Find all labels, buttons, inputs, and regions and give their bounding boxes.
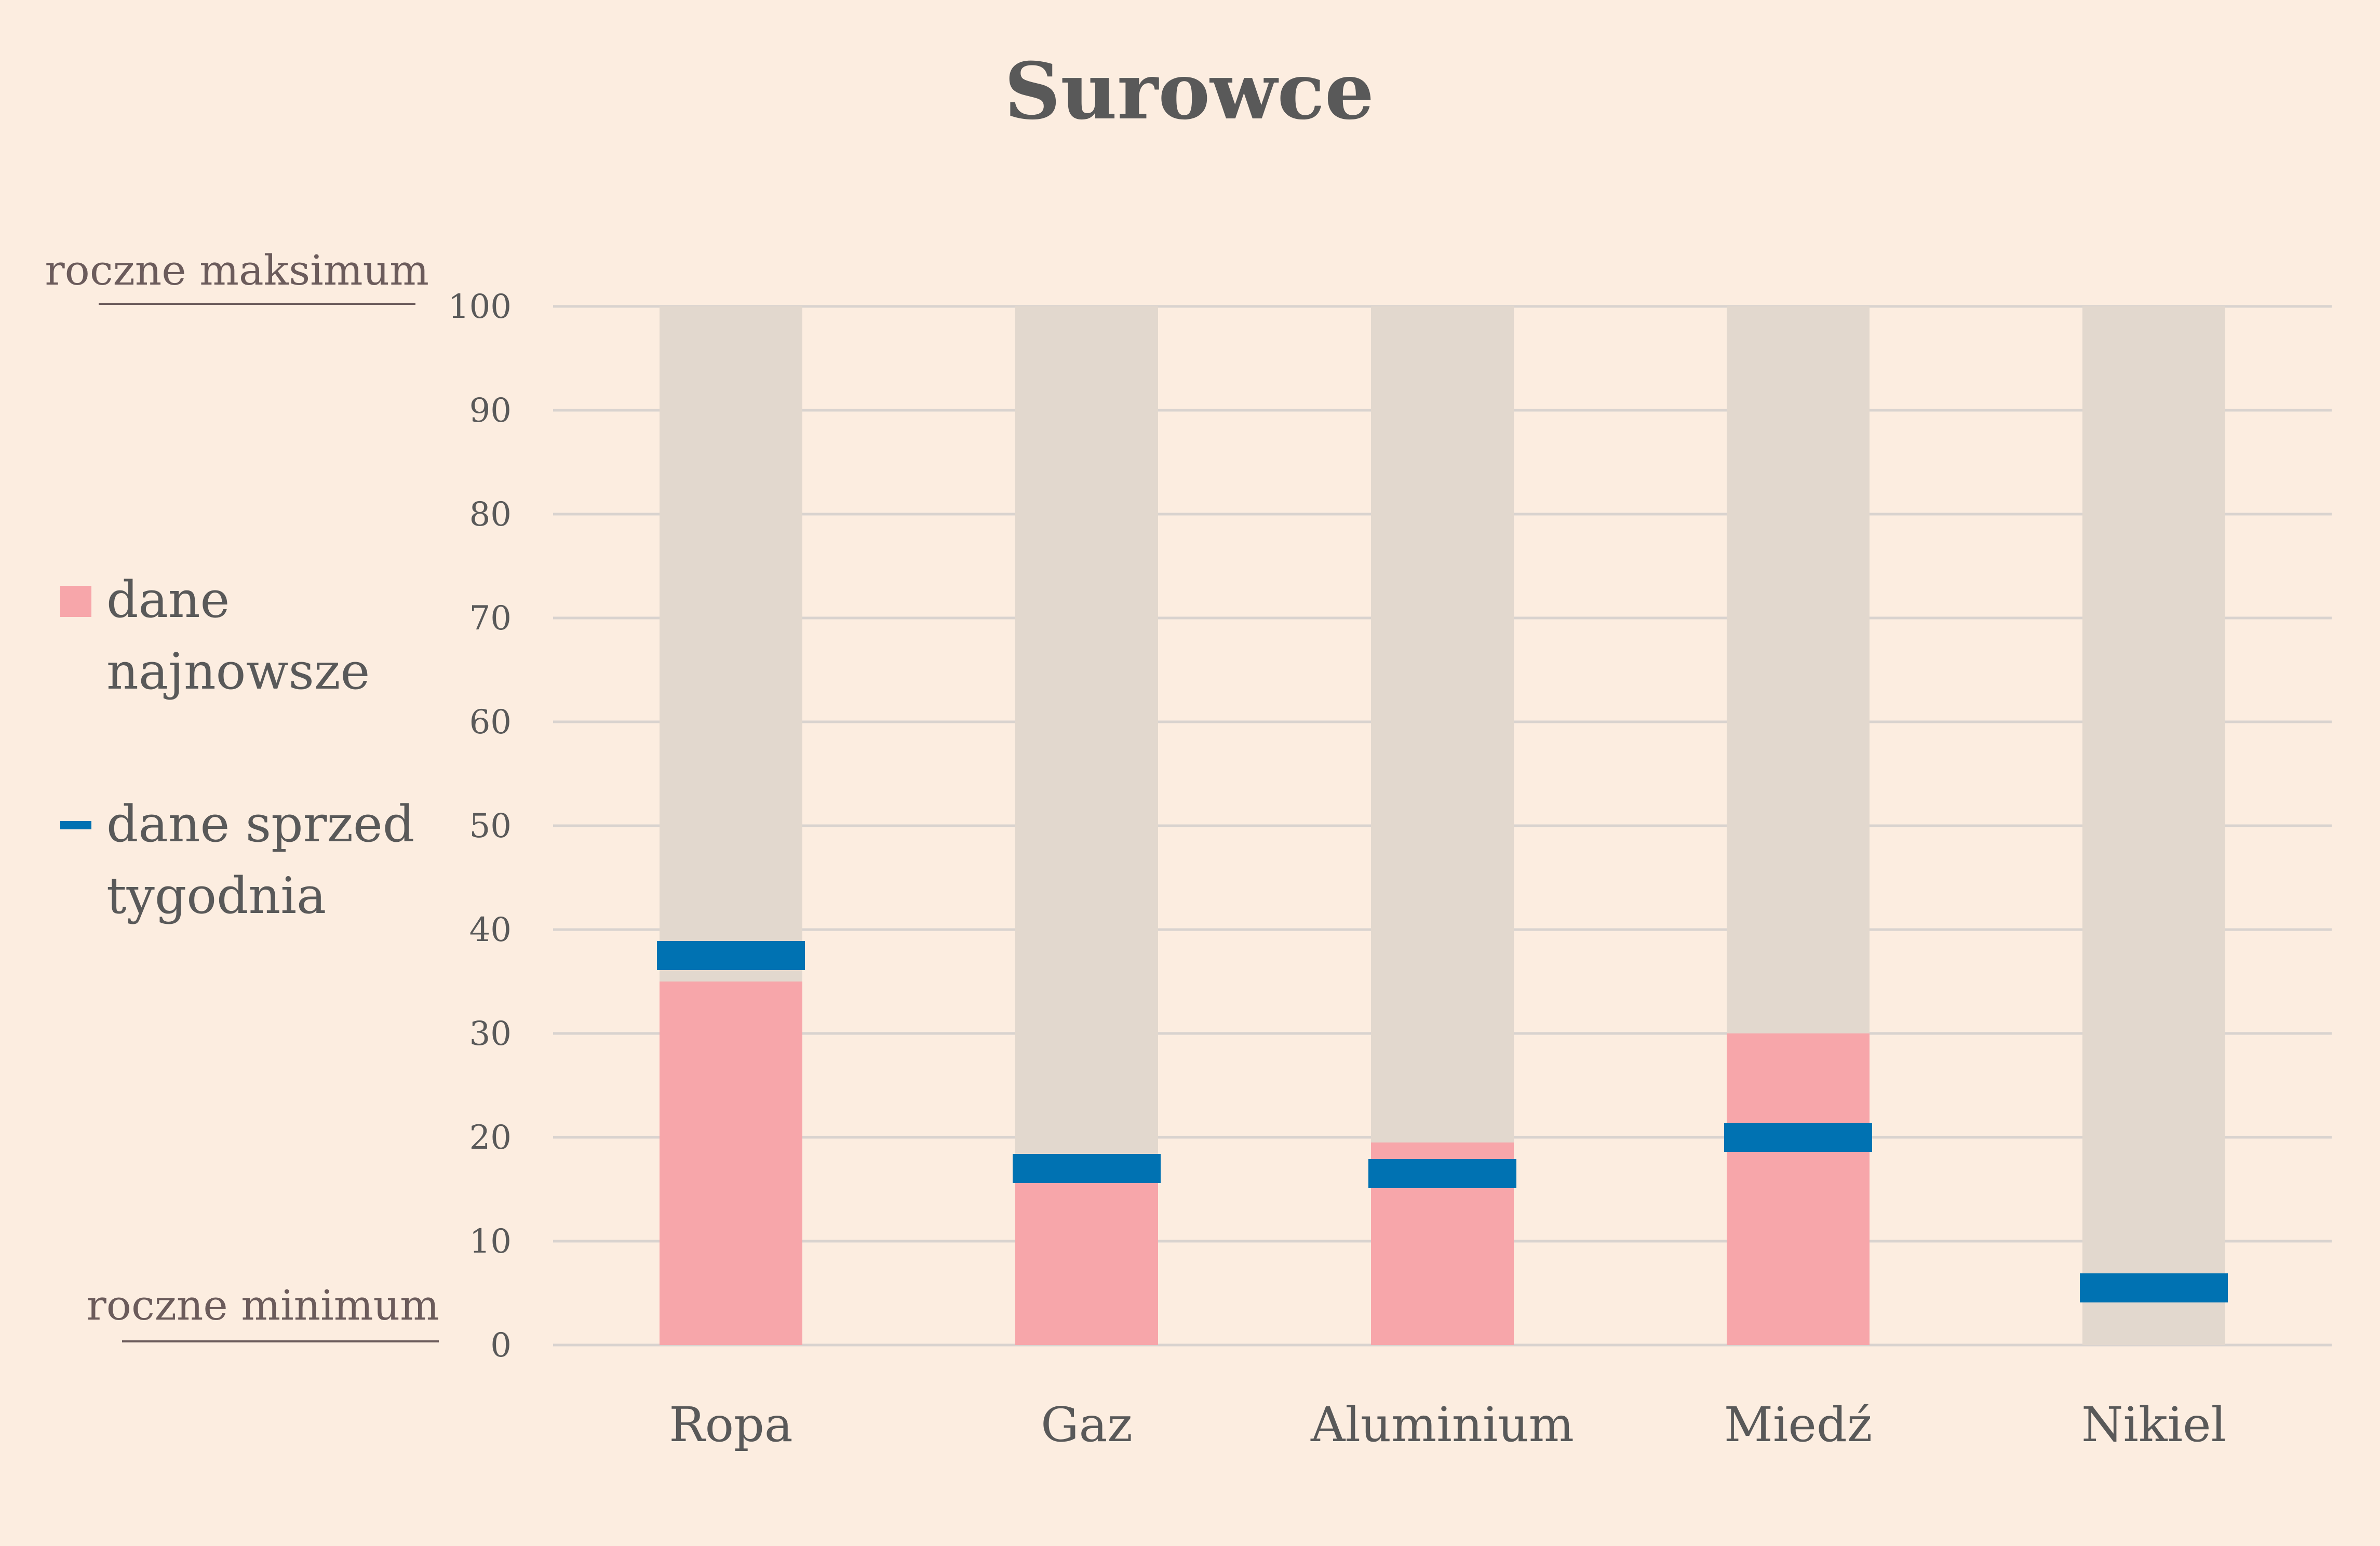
legend-item-latest: dane najnowsze: [60, 571, 370, 701]
y-tick-label-90: 90: [469, 392, 512, 430]
bar-latest-ropa: [660, 982, 802, 1345]
range-min-label: roczne minimum: [87, 1281, 439, 1342]
range-band-nikiel: [2082, 306, 2225, 1345]
range-max-text: roczne maksimum: [45, 246, 429, 294]
marker-week-ago-mied-: [1724, 1123, 1872, 1152]
y-axis-ticks: 0 10 20 30 40 50 60 70 80 90 100: [448, 288, 512, 1365]
legend-swatch-latest: [60, 586, 91, 617]
y-tick-label-40: 40: [469, 911, 512, 949]
category-label-nikiel: Nikiel: [2081, 1397, 2226, 1453]
y-tick-label-60: 60: [469, 703, 512, 742]
markers-week-ago: [657, 941, 2228, 1302]
y-tick-label-70: 70: [469, 599, 512, 638]
legend-label-week-line1: dane sprzed: [106, 795, 414, 853]
legend-label-latest-line1: dane: [106, 571, 230, 629]
category-label-mied-: Miedź: [1724, 1397, 1872, 1453]
y-tick-label-20: 20: [469, 1119, 512, 1157]
bar-latest-mied-: [1727, 1033, 1870, 1345]
legend-label-latest-line2: najnowsze: [106, 642, 370, 701]
chart-title: Surowce: [1004, 46, 1374, 137]
bar-latest-gaz: [1015, 1179, 1158, 1345]
y-tick-label-80: 80: [469, 495, 512, 534]
marker-week-ago-ropa: [657, 941, 805, 970]
category-label-aluminium: Aluminium: [1310, 1397, 1574, 1453]
y-tick-label-10: 10: [469, 1222, 512, 1261]
legend-label-week-line2: tygodnia: [106, 867, 326, 925]
y-tick-label-50: 50: [469, 807, 512, 845]
category-label-gaz: Gaz: [1041, 1397, 1133, 1453]
legend: dane najnowsze dane sprzed tygodnia: [60, 571, 414, 925]
range-min-text: roczne minimum: [87, 1281, 439, 1329]
legend-swatch-week-ago: [60, 821, 91, 829]
y-tick-label-100: 100: [448, 288, 512, 326]
marker-week-ago-nikiel: [2080, 1273, 2228, 1302]
marker-week-ago-gaz: [1013, 1154, 1161, 1183]
category-label-ropa: Ropa: [669, 1397, 792, 1453]
marker-week-ago-aluminium: [1368, 1159, 1516, 1188]
y-tick-label-30: 30: [469, 1015, 512, 1053]
y-tick-label-0: 0: [490, 1326, 512, 1365]
range-max-label: roczne maksimum: [45, 246, 429, 305]
legend-item-week-ago: dane sprzed tygodnia: [60, 795, 414, 925]
x-axis-categories: Ropa Gaz Aluminium Miedź Nikiel: [669, 1397, 2226, 1453]
bars-latest: [660, 982, 1870, 1345]
